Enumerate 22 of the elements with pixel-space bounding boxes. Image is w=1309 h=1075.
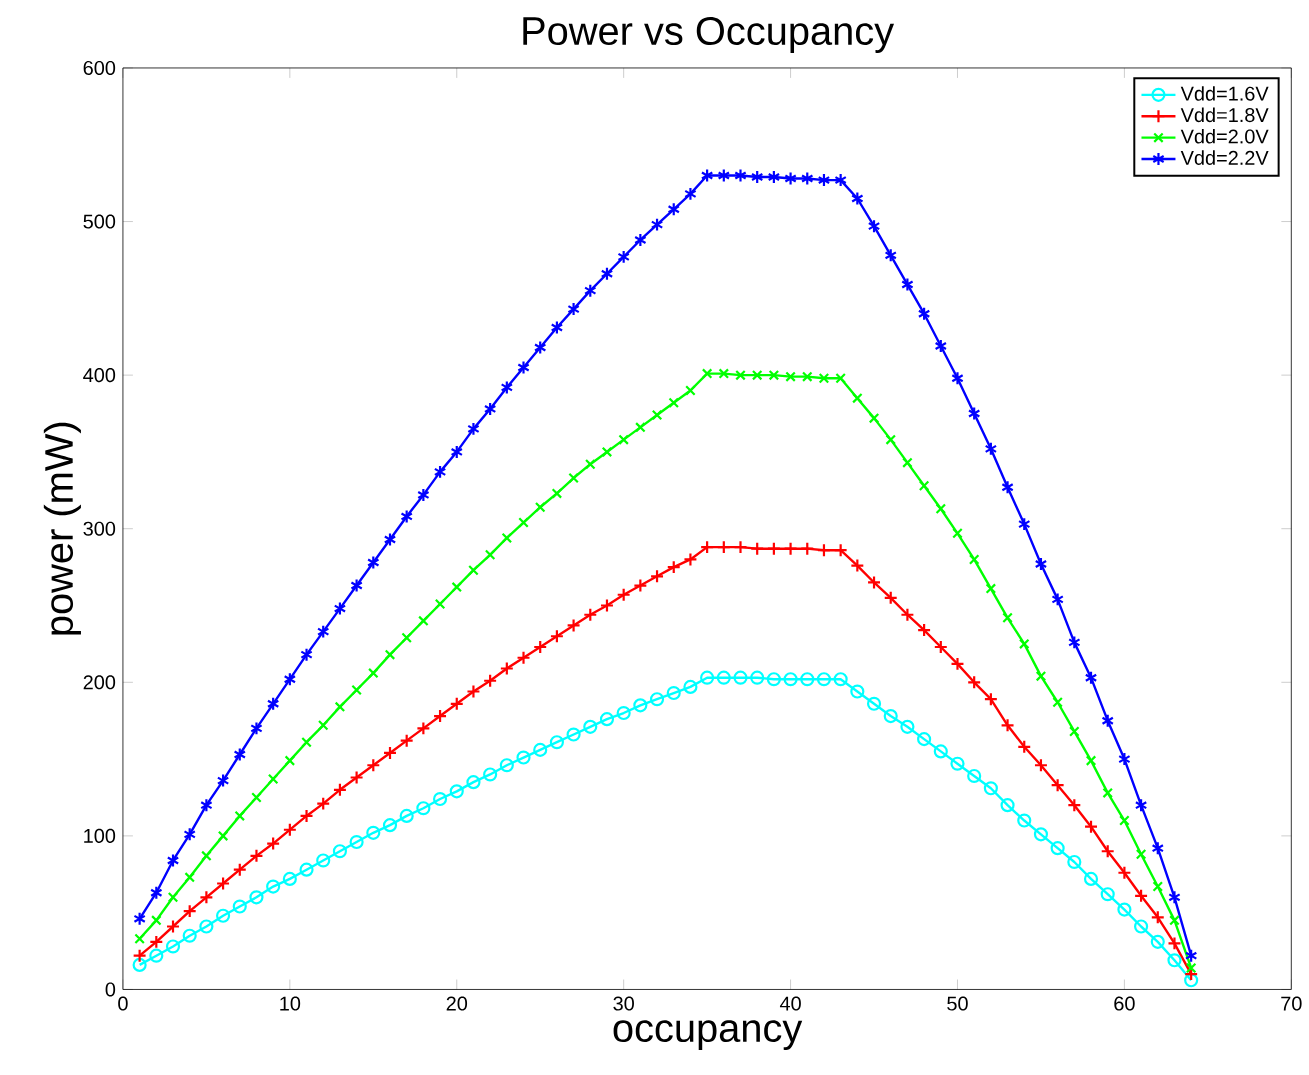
x-tick-label: 30 <box>613 996 634 1011</box>
legend-label: Vdd=1.8V <box>1180 107 1269 122</box>
legend-label: Vdd=1.6V <box>1180 85 1269 101</box>
x-tick-label: 20 <box>446 996 468 1011</box>
y-tick-label: 500 <box>83 214 116 229</box>
y-tick-label: 200 <box>83 675 116 690</box>
y-tick-label: 100 <box>84 828 116 843</box>
x-tick-label: 40 <box>779 996 801 1011</box>
x-tick-label: 50 <box>947 996 968 1011</box>
chart-title: Power vs Occupancy <box>523 16 895 53</box>
x-tick-label: 0 <box>118 996 128 1011</box>
y-tick-label: 300 <box>83 521 116 536</box>
y-tick-label: 400 <box>83 367 116 382</box>
legend-label: Vdd=2.2V <box>1180 150 1269 165</box>
x-tick-label: 10 <box>280 996 301 1011</box>
legend-label: Vdd=2.0V <box>1180 128 1269 144</box>
x-tick-label: 60 <box>1114 996 1135 1011</box>
y-axis-title: power (mW) <box>43 422 81 635</box>
x-tick-label: 70 <box>1281 996 1302 1011</box>
y-tick-label: 0 <box>105 982 116 997</box>
x-axis-title: occupancy <box>613 1020 803 1050</box>
y-tick-label: 600 <box>83 60 116 75</box>
